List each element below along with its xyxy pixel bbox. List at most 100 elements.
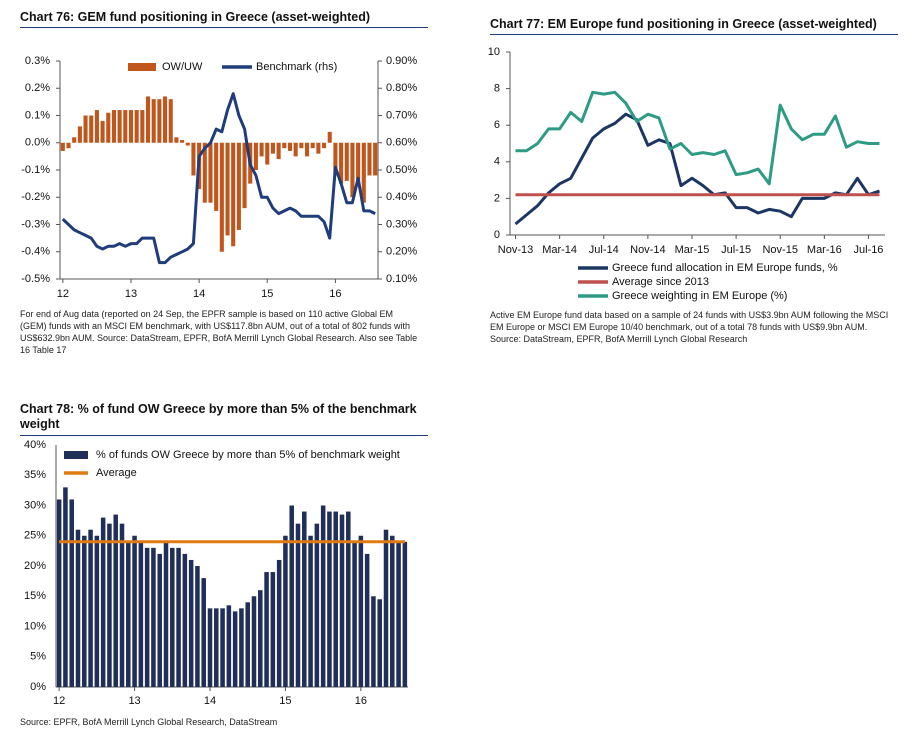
bar <box>242 142 247 209</box>
bar <box>367 142 372 176</box>
x-tick-label: 15 <box>279 695 291 707</box>
bar <box>361 142 366 203</box>
x-tick-label: 15 <box>261 288 273 300</box>
bar <box>188 559 194 687</box>
legend-label: Average since 2013 <box>612 276 709 288</box>
legend-swatch <box>64 451 88 459</box>
bar <box>225 142 230 236</box>
bar <box>314 523 320 687</box>
bar <box>346 511 351 687</box>
x-tick-label: 13 <box>125 288 137 300</box>
y-tick-label: 10 <box>488 46 500 58</box>
bar <box>231 142 236 247</box>
y-tick-label: -0.5% <box>21 273 50 285</box>
y-tick-label: 5% <box>30 651 46 663</box>
bar <box>239 608 244 687</box>
bar <box>283 535 288 687</box>
bar <box>75 529 81 687</box>
legend-label: Greece weighting in EM Europe (%) <box>612 290 787 302</box>
bar <box>60 142 65 151</box>
bar <box>364 553 370 687</box>
y2-tick-label: 0.50% <box>386 164 417 176</box>
y-tick-label: 35% <box>24 469 46 481</box>
bar <box>113 514 118 687</box>
bar <box>66 142 71 149</box>
y2-tick-label: 0.40% <box>386 191 417 203</box>
legend-label: Benchmark (rhs) <box>256 61 337 73</box>
bar <box>339 142 344 184</box>
bar <box>128 110 134 143</box>
bar <box>258 590 263 687</box>
bar <box>89 115 94 143</box>
chart-note: For end of Aug data (reported on 24 Sep,… <box>20 309 418 355</box>
legend-label: OW/UW <box>162 61 203 73</box>
bar <box>270 142 275 154</box>
y-tick-label: 4 <box>494 156 500 168</box>
bar <box>396 541 401 687</box>
y2-tick-label: 0.10% <box>386 273 417 285</box>
x-tick-label: Jul-15 <box>721 244 751 256</box>
x-tick-label: Jul-14 <box>589 244 619 256</box>
bar <box>132 535 137 687</box>
x-tick-label: Nov-13 <box>498 244 533 256</box>
bar <box>176 547 181 687</box>
bar <box>214 608 219 687</box>
legend-swatch <box>128 63 156 71</box>
line <box>61 92 376 265</box>
x-tick-label: Mar-15 <box>675 244 710 256</box>
chart-note: Active EM Europe fund data based on a sa… <box>490 310 889 344</box>
bar <box>219 142 224 252</box>
bar <box>299 142 304 149</box>
y-tick-label: -0.2% <box>21 191 50 203</box>
bar <box>232 611 238 687</box>
bar <box>207 608 213 687</box>
bar <box>195 566 200 687</box>
bar <box>119 523 125 687</box>
y-tick-label: 40% <box>24 439 46 451</box>
bar <box>163 541 169 687</box>
bar <box>259 142 264 157</box>
bar <box>350 142 355 198</box>
y-tick-label: 8 <box>494 83 500 95</box>
bar <box>126 541 131 687</box>
y-tick-label: 0% <box>30 681 46 693</box>
y2-tick-label: 0.70% <box>386 109 417 121</box>
bar <box>253 142 258 170</box>
bar <box>83 115 88 143</box>
bar <box>151 99 156 143</box>
bar <box>107 523 112 687</box>
bar <box>264 572 269 687</box>
legend-label: % of funds OW Greece by more than 5% of … <box>96 449 400 461</box>
bar <box>282 142 287 149</box>
bar <box>293 142 298 157</box>
x-tick-label: 12 <box>53 695 65 707</box>
bar <box>352 541 357 687</box>
y-tick-label: 10% <box>24 620 46 632</box>
bar <box>270 572 276 687</box>
bar <box>327 131 332 143</box>
x-tick-label: Nov-14 <box>630 244 665 256</box>
bar <box>344 142 349 181</box>
y-tick-label: 25% <box>24 530 46 542</box>
bar <box>140 110 145 143</box>
bar <box>276 559 282 687</box>
bar <box>339 514 345 687</box>
legend-label: Greece fund allocation in EM Europe fund… <box>612 262 838 274</box>
bar <box>356 142 361 184</box>
bar <box>310 142 315 149</box>
bar <box>371 596 376 687</box>
bar <box>333 142 338 176</box>
bar <box>245 602 250 687</box>
line <box>515 90 880 186</box>
y-tick-label: 6 <box>494 119 500 131</box>
y-tick-label: -0.4% <box>21 246 50 258</box>
bar <box>320 505 326 687</box>
bar <box>138 541 144 687</box>
bar <box>185 142 190 146</box>
x-tick-label: 12 <box>57 288 69 300</box>
y2-tick-label: 0.60% <box>386 137 417 149</box>
x-tick-label: 16 <box>329 288 341 300</box>
bar <box>163 96 168 143</box>
line <box>514 112 880 226</box>
y2-tick-label: 0.30% <box>386 218 417 230</box>
